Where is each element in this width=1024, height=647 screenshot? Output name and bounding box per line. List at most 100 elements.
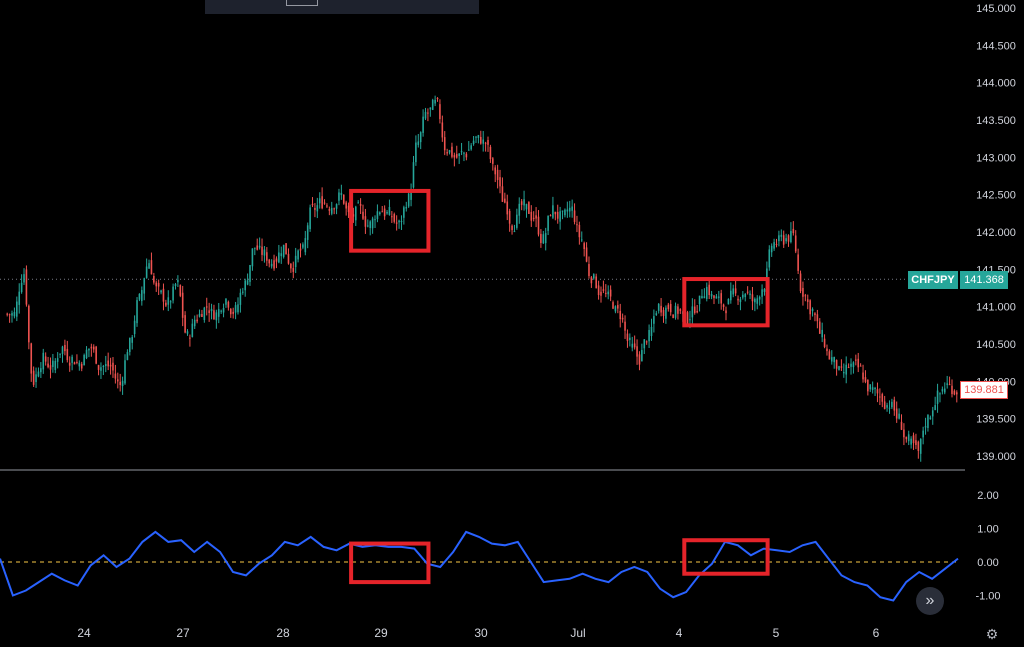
double-chevron-right-icon[interactable]: »	[916, 587, 944, 615]
candle-body	[749, 293, 751, 296]
candle-body	[535, 215, 537, 219]
candle-body	[232, 311, 234, 314]
candle-body	[703, 296, 706, 299]
candle-body	[208, 310, 210, 314]
time-tick-label: 5	[773, 626, 780, 640]
candle-body	[340, 192, 343, 196]
candle-body	[285, 243, 287, 255]
candle-body	[592, 274, 595, 279]
candle-body	[549, 215, 552, 217]
candle-body	[722, 304, 725, 307]
candle-body	[797, 254, 799, 271]
candle-body	[203, 307, 206, 320]
candle-body	[843, 372, 845, 374]
candle-body	[44, 356, 47, 362]
candle-body	[400, 221, 403, 223]
candle-body	[254, 247, 256, 249]
oscillator-axis[interactable]: 2.00 1.00 0.00 -1.00	[975, 490, 1000, 603]
candle-body	[458, 153, 460, 157]
candle-body	[955, 392, 958, 395]
highlight-box	[349, 541, 431, 585]
candle-body	[804, 295, 807, 297]
candle-body	[895, 408, 898, 419]
candle-body	[124, 360, 126, 384]
candle-body	[513, 231, 516, 233]
candle-body	[83, 355, 85, 366]
candle-body	[941, 389, 944, 392]
candle-body	[244, 280, 247, 291]
candle-body	[410, 189, 412, 200]
candle-body	[321, 196, 323, 209]
candle-body	[578, 224, 581, 238]
price-tick-label: 139.500	[976, 414, 1016, 426]
symbol-label: CHFJPY	[908, 271, 958, 289]
candle-body	[11, 313, 13, 316]
candle-body	[492, 158, 494, 164]
price-tick-label: 142.500	[976, 190, 1016, 202]
price-axis[interactable]: 145.000 144.500 144.000 143.500 143.000 142.5…	[976, 3, 1016, 463]
candle-body	[167, 297, 170, 305]
candle-body	[386, 211, 388, 214]
candle-body	[869, 384, 872, 390]
candle-body	[318, 198, 321, 204]
candle-body	[374, 219, 376, 221]
candle-body	[828, 351, 831, 360]
candle-body	[37, 371, 40, 377]
candle-body	[92, 346, 95, 350]
candle-body	[951, 385, 953, 395]
candlestick-series	[6, 95, 958, 462]
candle-body	[129, 337, 131, 352]
candle-body	[624, 321, 626, 331]
candle-body	[273, 260, 275, 269]
candle-body	[727, 299, 730, 305]
candle-body	[369, 221, 372, 229]
price-tick-label: 143.500	[976, 115, 1016, 127]
candle-body	[840, 366, 843, 368]
candle-body	[270, 263, 273, 267]
candle-body	[669, 303, 672, 313]
time-axis[interactable]: 24 27 28 29 30 Jul 4 5 6	[77, 626, 879, 640]
candle-body	[35, 374, 37, 383]
candle-body	[792, 228, 795, 234]
candle-body	[237, 304, 239, 313]
candle-body	[508, 210, 511, 224]
gear-icon[interactable]: ⚙	[985, 626, 999, 642]
candle-body	[602, 289, 605, 291]
candle-body	[919, 439, 922, 454]
candle-body	[679, 309, 682, 311]
candle-body	[376, 211, 379, 220]
candle-body	[189, 337, 191, 339]
candle-body	[929, 417, 932, 420]
candle-body	[739, 299, 742, 303]
candle-body	[364, 216, 367, 227]
candle-body	[391, 216, 393, 218]
candle-body	[806, 299, 809, 302]
candle-body	[571, 206, 573, 211]
candle-body	[948, 384, 951, 386]
toolbar-handle[interactable]	[286, 0, 318, 6]
candle-body	[357, 202, 359, 204]
candle-body	[56, 358, 59, 362]
candle-body	[864, 377, 867, 382]
candle-body	[261, 246, 263, 255]
candle-body	[304, 238, 307, 253]
candle-body	[460, 151, 463, 153]
candle-body	[453, 155, 456, 158]
candle-body	[893, 399, 896, 411]
candle-body	[931, 410, 934, 417]
candle-body	[215, 312, 218, 321]
candle-body	[662, 310, 665, 316]
candle-body	[780, 234, 783, 237]
candle-body	[479, 136, 482, 144]
candle-body	[823, 338, 826, 347]
candle-body	[717, 296, 720, 298]
candle-body	[826, 348, 828, 352]
candle-body	[126, 352, 129, 361]
candle-body	[227, 301, 230, 308]
candle-body	[68, 362, 71, 366]
candle-body	[770, 245, 773, 253]
candle-body	[157, 282, 160, 287]
candle-body	[172, 286, 174, 301]
oscillator-line	[0, 530, 959, 602]
